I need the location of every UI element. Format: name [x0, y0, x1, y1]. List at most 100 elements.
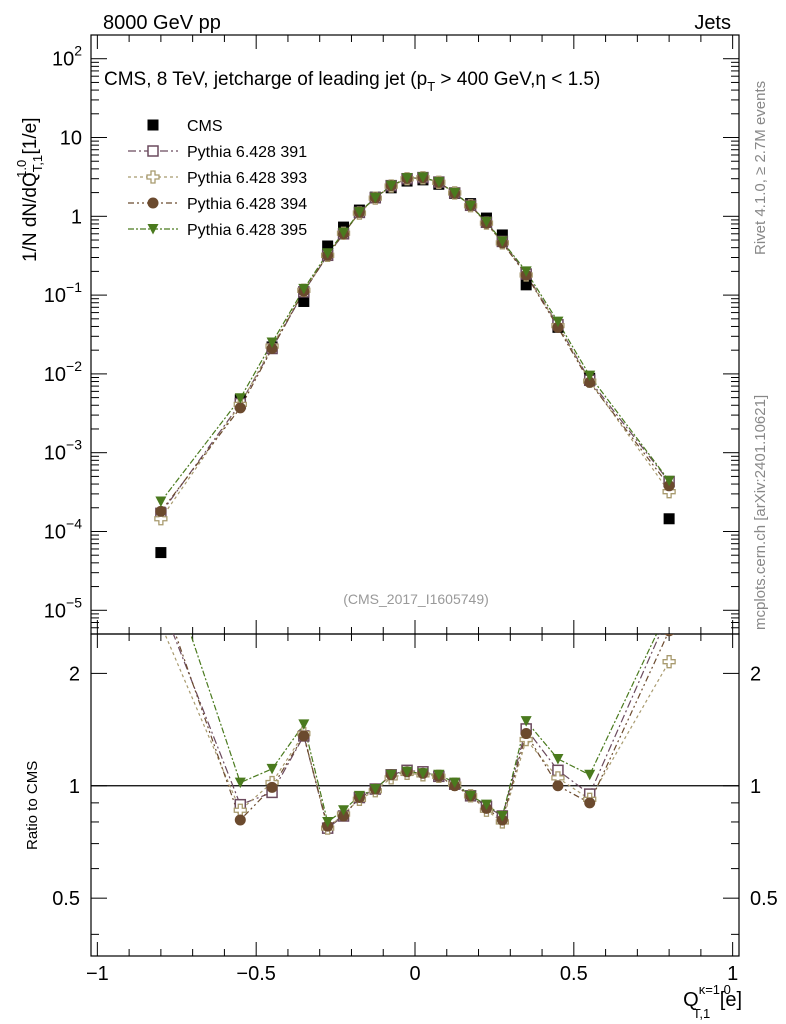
category-label: Jets	[694, 12, 731, 34]
point-cms	[663, 513, 675, 525]
ratio-point-p395	[417, 768, 429, 779]
point-p395	[298, 283, 310, 295]
y-tick-label: 10−1	[44, 279, 82, 307]
point-p395	[433, 177, 445, 188]
ratio-point-p394	[552, 780, 564, 792]
ratio-y-tick-labels: 0.5 0.5 1 1 2 2	[52, 663, 778, 910]
analysis-id-label: (CMS_2017_I1605749)	[343, 591, 489, 607]
x-axis-label: Qκ=1.0 T,1 [e]	[683, 982, 742, 1021]
point-p395	[417, 172, 429, 183]
point-p395	[322, 248, 334, 259]
ratio-point-p395	[369, 784, 381, 795]
ratio-point-p394	[155, 587, 166, 598]
ratio-point-p395	[401, 766, 413, 778]
ratio-y-tick-label: 0.5	[52, 888, 80, 910]
x-tick-label: 0.5	[560, 963, 588, 985]
ratio-point-p391	[664, 608, 674, 618]
legend-label: Pythia 6.428 395	[187, 222, 307, 239]
y-tick-label: 10−2	[44, 358, 82, 386]
legend-label: Pythia 6.428 391	[187, 144, 307, 161]
ratio-point-p395	[465, 790, 477, 802]
point-p395	[338, 227, 350, 239]
point-cms	[298, 295, 310, 307]
point-p394	[266, 343, 278, 355]
legend: CMS Pythia 6.428 391 Pythia 6.428 393 Pythi…	[128, 118, 307, 239]
ratio-point-p395	[322, 816, 334, 828]
point-p394	[234, 402, 246, 414]
point-p395	[480, 216, 492, 228]
legend-marker	[146, 170, 160, 184]
legend-marker	[147, 145, 159, 157]
point-cms	[322, 240, 334, 252]
ratio-y-tick-label-right: 2	[750, 663, 761, 685]
legend-item-p391: Pythia 6.428 391	[128, 144, 307, 161]
point-p395	[369, 192, 381, 204]
ratio-point-p395	[449, 777, 461, 789]
ratio-point-p395	[552, 753, 564, 765]
y-tick-label: 10−4	[44, 515, 82, 543]
point-p395	[584, 370, 596, 382]
y-tick-label: 10−5	[44, 594, 82, 622]
ratio-point-p395	[664, 603, 675, 614]
ratio-point-p395	[234, 777, 246, 789]
point-p395	[520, 266, 532, 277]
point-p394	[584, 376, 596, 388]
ratio-point-p395	[353, 790, 365, 802]
x-tick-label: 0	[409, 963, 420, 985]
main-y-tick-labels: 10−5 10−4 10−3 10−2 10−1 1 10 102	[44, 43, 82, 623]
point-p395	[234, 393, 246, 404]
ratio-point-p394	[520, 728, 532, 740]
ratio-point-p395	[496, 810, 508, 822]
axis-ticks	[91, 34, 739, 956]
y-tick-label: 10−3	[44, 437, 82, 465]
legend-item-p394: Pythia 6.428 394	[128, 196, 307, 213]
ratio-point-p395	[433, 769, 445, 781]
ratio-point-p394	[584, 797, 596, 809]
legend-label: Pythia 6.428 393	[187, 170, 307, 187]
ratio-point-p395	[584, 769, 596, 781]
main-plot-data	[154, 171, 676, 559]
legend-item-p395: Pythia 6.428 395	[128, 222, 307, 239]
ratio-point-p395	[298, 719, 310, 730]
point-p393	[154, 512, 168, 526]
point-p395	[663, 475, 675, 487]
ratio-y-tick-label: 2	[69, 663, 80, 685]
ratio-point-p394	[266, 781, 278, 793]
y-tick-label: 1	[71, 206, 82, 228]
point-p395	[449, 187, 461, 199]
legend-label: CMS	[187, 118, 223, 135]
legend-item-cms: CMS	[147, 118, 223, 135]
point-p395	[552, 316, 564, 328]
rivet-version-label: Rivet 4.1.0, ≥ 2.7M events	[752, 81, 769, 255]
point-p394	[155, 505, 167, 517]
point-p394	[552, 321, 564, 333]
ratio-point-p395	[338, 805, 350, 816]
point-cms	[155, 547, 167, 559]
ratio-point-p395	[385, 769, 397, 781]
point-p395	[401, 173, 413, 184]
ratio-point-p391	[156, 597, 166, 607]
energy-label: 8000 GeV pp	[103, 12, 221, 34]
x-tick-label: −1	[86, 963, 109, 985]
main-y-axis-label: 1/N dN/dQT,11.0 [1/e]	[14, 118, 45, 262]
point-p395	[155, 496, 167, 508]
ratio-y-tick-label-right: 0.5	[750, 888, 778, 910]
ratio-y-tick-label-right: 1	[750, 776, 761, 798]
x-tick-labels: −1 −0.5 0 0.5 1	[86, 963, 738, 985]
mcplots-label: mcplots.cern.ch [arXiv:2401.10621]	[752, 395, 769, 630]
x-tick-label: 1	[727, 963, 738, 985]
ratio-point-p394	[664, 634, 674, 637]
point-cms	[496, 229, 508, 241]
point-p395	[385, 180, 397, 192]
y-tick-label: 10	[60, 128, 82, 150]
ratio-point-p395	[480, 799, 492, 811]
legend-item-p393: Pythia 6.428 393	[128, 170, 307, 187]
ratio-plot-data	[155, 587, 676, 835]
ratio-point-p394	[234, 814, 246, 826]
plot-title: CMS, 8 TeV, jetcharge of leading jet (pT…	[104, 69, 600, 94]
y-tick-label: 102	[52, 43, 82, 71]
ratio-plot-frame	[90, 633, 740, 957]
ratio-point-p393	[662, 655, 676, 669]
ratio-point-p395	[520, 716, 532, 727]
